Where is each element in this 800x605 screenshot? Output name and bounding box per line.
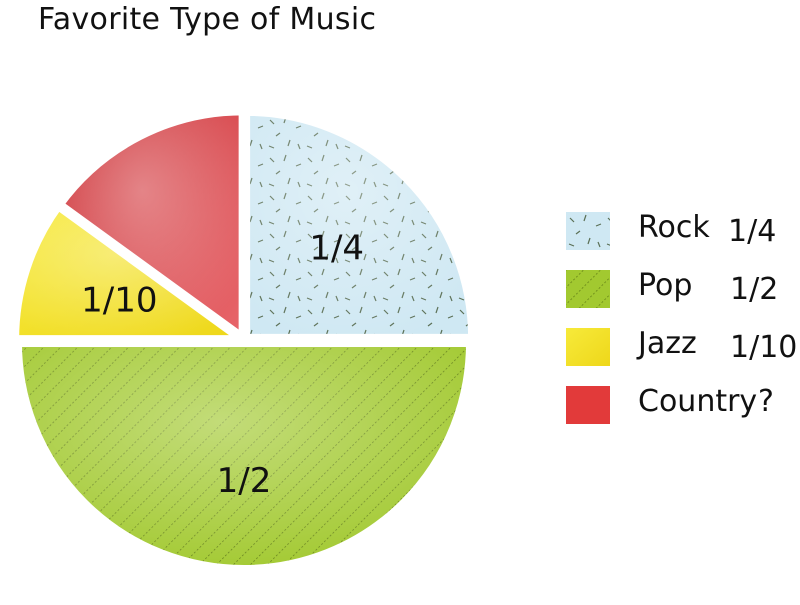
- pie-slice-shine-pop: [18, 343, 470, 569]
- legend-fraction-pop: 1/2: [730, 272, 779, 307]
- legend-label-jazz: Jazz: [638, 326, 697, 361]
- legend-swatch-rock: [566, 212, 610, 250]
- slice-label-pop: 1/2: [217, 461, 272, 501]
- legend-fraction-country: ?: [758, 384, 774, 419]
- legend-fraction-jazz: 1/10: [730, 330, 798, 365]
- slice-label-jazz: 1/10: [81, 280, 157, 320]
- legend-swatch-country: [566, 386, 610, 424]
- pie-slice-shine-rock: [246, 111, 473, 338]
- legend-fraction-rock: 1/4: [728, 214, 777, 249]
- legend-label-pop: Pop: [638, 268, 693, 303]
- chart-title: Favorite Type of Music: [38, 2, 377, 37]
- legend-label-country: Country: [638, 384, 758, 419]
- legend-swatch-pop: [566, 270, 610, 308]
- slice-label-rock: 1/4: [309, 228, 364, 268]
- legend-swatch-jazz: [566, 328, 610, 366]
- pie-slice-shine-country: [59, 111, 243, 338]
- legend-label-rock: Rock: [638, 210, 710, 245]
- pie-slice-shine-jazz: [15, 206, 242, 340]
